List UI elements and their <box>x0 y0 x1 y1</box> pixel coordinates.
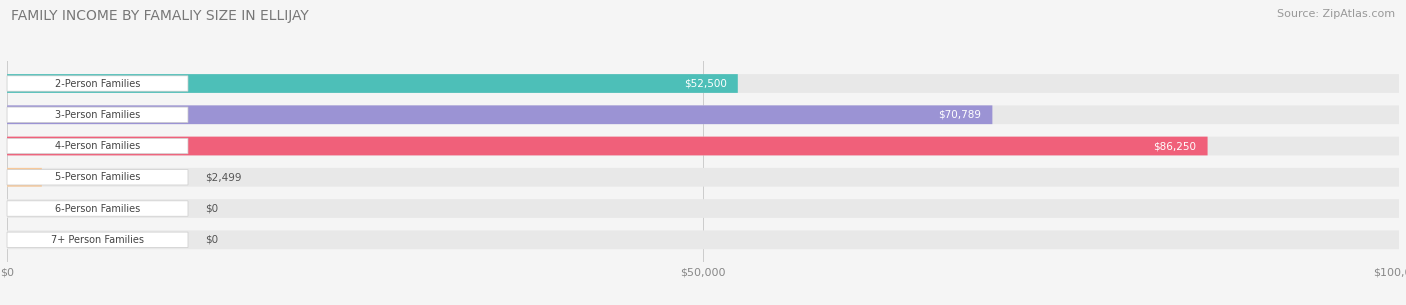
FancyBboxPatch shape <box>7 74 1399 93</box>
FancyBboxPatch shape <box>7 138 188 154</box>
FancyBboxPatch shape <box>7 106 993 124</box>
Text: $52,500: $52,500 <box>683 78 727 88</box>
Text: Source: ZipAtlas.com: Source: ZipAtlas.com <box>1277 9 1395 19</box>
Text: 3-Person Families: 3-Person Families <box>55 110 141 120</box>
Text: FAMILY INCOME BY FAMALIY SIZE IN ELLIJAY: FAMILY INCOME BY FAMALIY SIZE IN ELLIJAY <box>11 9 309 23</box>
FancyBboxPatch shape <box>7 199 1399 218</box>
FancyBboxPatch shape <box>7 107 188 122</box>
FancyBboxPatch shape <box>7 230 1399 249</box>
Text: 5-Person Families: 5-Person Families <box>55 172 141 182</box>
Text: $0: $0 <box>205 235 218 245</box>
FancyBboxPatch shape <box>7 74 738 93</box>
FancyBboxPatch shape <box>7 201 188 216</box>
FancyBboxPatch shape <box>7 168 42 187</box>
FancyBboxPatch shape <box>7 76 188 91</box>
FancyBboxPatch shape <box>7 137 1399 156</box>
Text: $2,499: $2,499 <box>205 172 242 182</box>
FancyBboxPatch shape <box>7 170 188 185</box>
Text: 6-Person Families: 6-Person Families <box>55 203 141 213</box>
Text: 2-Person Families: 2-Person Families <box>55 78 141 88</box>
Text: 7+ Person Families: 7+ Person Families <box>51 235 143 245</box>
Text: $70,789: $70,789 <box>938 110 981 120</box>
Text: $86,250: $86,250 <box>1153 141 1197 151</box>
FancyBboxPatch shape <box>7 106 1399 124</box>
Text: 4-Person Families: 4-Person Families <box>55 141 141 151</box>
FancyBboxPatch shape <box>7 232 188 247</box>
FancyBboxPatch shape <box>7 168 1399 187</box>
Text: $0: $0 <box>205 203 218 213</box>
FancyBboxPatch shape <box>7 137 1208 156</box>
